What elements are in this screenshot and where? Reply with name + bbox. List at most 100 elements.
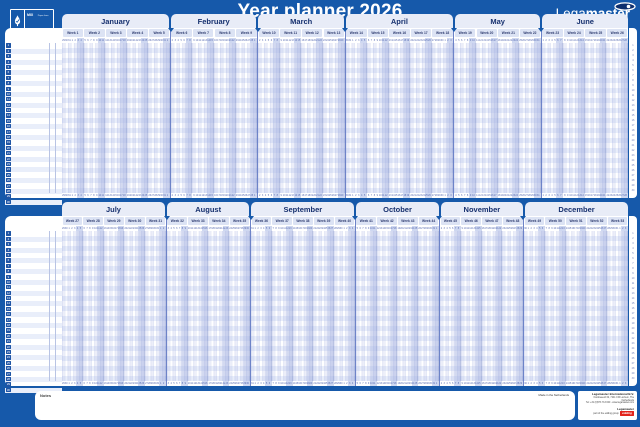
day-number: 11 [556,227,559,230]
week-day-numbers: 5 6 7 8 9 10 11 [84,193,106,198]
row-number-left: 13 [5,108,12,113]
week-day-numbers: 16 17 18 19 20 21 22 [482,381,503,386]
month-block: Week 10 Week 11 Week 12 Week 13 2 3 4 5 6 7 8 9 10 11… [258,28,346,198]
week-header-row: Week 49 Week 50 Week 51 Week 52 Week 53 [524,216,628,226]
month-name: October [383,204,412,214]
week-column [606,43,629,193]
week-label: Week 1 [62,29,83,37]
day-number: 25 [508,382,511,385]
week-label: Week 39 [313,217,334,225]
row-number-left: 11 [5,97,12,102]
week-label: Week 46 [461,217,481,225]
week-day-numbers: 9 10 11 12 13 14 15 [192,193,215,198]
day-number: 31 [348,39,352,42]
day-number: 17 [208,382,212,385]
row-number-left: 10 [5,279,12,285]
fsc-mix-label: MIX [27,12,34,17]
day-number: 17 [301,227,304,230]
day-number: 12 [105,39,109,42]
month-name: September [283,204,323,214]
day-number: 28 [240,227,244,230]
week-label: Week 51 [566,217,586,225]
day-number: 25 [232,227,235,230]
day-number: 6 [367,39,370,42]
company-contact: Tel: +31 (0)573 713 000 - www.legamaster… [585,402,634,405]
day-number: 20 [410,39,414,42]
day-number: 29 [157,194,160,197]
day-number: 29 [150,382,154,385]
week-column [475,43,498,193]
week-column [440,231,461,381]
week-day-numbers: 23 24 25 26 27 28 29 [502,381,524,386]
day-number: 7 [178,227,181,230]
day-number: 22 [606,39,610,42]
week-day-numbers: 12 13 14 15 16 17 18 [377,226,398,231]
row-number-right: 22 [631,337,635,340]
month-name: December [558,204,595,214]
day-number: 6 [183,194,185,197]
month-grid [355,231,440,381]
writing-row: 11 [5,97,62,102]
day-number: 29 [336,227,340,230]
day-number: 18 [403,38,407,43]
writing-row: 21 [5,339,62,344]
day-number: 2 [355,194,357,197]
row-number-left: 11 [5,285,12,290]
row-number-right: 27 [631,362,635,365]
day-number: 23 [419,39,422,42]
day-number: 15 [109,382,113,385]
day-number: 18 [593,194,597,197]
day-number: 27 [621,38,625,43]
week-day-numbers: 19 20 21 22 23 24 25 [127,193,149,198]
week-column [322,43,345,193]
day-number: 2 [162,381,165,386]
day-number: 2 [346,382,348,385]
week-column [345,43,368,193]
day-number: 8 [93,194,95,197]
day-number: 4 [264,39,267,42]
day-number: 27 [431,39,435,42]
week-header-row: Week 27 Week 28 Week 29 Week 30 Week 31 [62,216,166,226]
week-label: Week 32 [167,217,188,225]
day-number: 9 [551,382,553,385]
row-number-right: 17 [631,312,635,315]
row-number-right: 8 [632,79,634,82]
day-numbers-top: 29 30 31 1 2 3 4 5 6 7 8 9 10 11 12 13 14 15 16 17 18 19 20 21 2… [62,38,170,43]
week-label: Week 23 [542,29,563,37]
day-number: 30 [524,227,527,230]
day-number: 25 [508,227,511,230]
day-number: 7 [272,38,276,43]
day-number: 16 [571,382,575,385]
week-day-numbers: 6 7 8 9 10 11 12 [83,381,104,386]
day-number: 29 [519,226,523,231]
week-day-numbers: 4 5 6 7 8 9 10 [454,193,476,198]
day-number: 1 [343,227,345,230]
day-number: 24 [238,194,242,197]
writing-row: 3 [5,54,62,59]
day-number: 19 [490,227,493,230]
row-number-right: 9 [632,84,634,87]
week-day-numbers: 27 28 29 30 1 2 3 [432,193,454,198]
week-header-row: Week 23 Week 24 Week 25 Week 26 [541,28,629,38]
month-tab: December [525,202,629,216]
row-number-left: 22 [5,156,12,161]
month-block: Week 1 Week 2 Week 3 Week 4 Week 5 29 30 31 1 2 3 4… [62,28,171,198]
day-number: 27 [330,226,334,231]
day-number: 24 [411,226,415,231]
week-label: Week 37 [272,217,292,225]
day-number: 17 [304,194,308,197]
tab-notch [450,28,457,35]
day-number: 15 [295,382,299,385]
day-number: 2 [621,381,625,386]
week-day-numbers: 6 7 8 9 10 11 12 [83,226,104,231]
month-grid [454,43,541,193]
day-number: 10 [187,227,191,230]
day-number: 23 [512,193,516,198]
day-number: 30 [246,381,250,386]
day-number: 9 [280,194,282,197]
day-number: 17 [114,382,118,385]
row-number-right: 23 [631,154,635,157]
day-number: 20 [225,194,229,197]
week-header-row: Week 6 Week 7 Week 8 Week 9 [170,28,258,38]
